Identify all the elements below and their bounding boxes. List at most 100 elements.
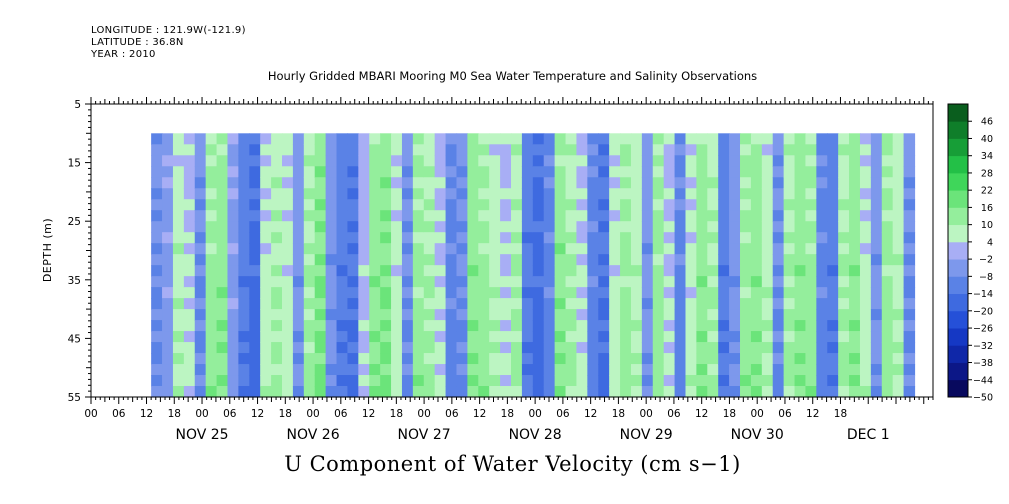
heatmap-cell [783,133,796,145]
heatmap-cell [423,210,436,222]
heatmap-cell [194,155,207,167]
heatmap-cell [445,199,458,211]
heatmap-cell [761,177,774,189]
heatmap-cell [412,133,425,145]
heatmap-cell [859,199,872,211]
heatmap-cell [761,375,774,387]
heatmap-cell [761,254,774,266]
heatmap-cell [521,276,534,288]
heatmap-cell [369,386,381,398]
heatmap-cell [434,166,447,178]
heatmap-cell [663,254,676,266]
heatmap-cell [521,386,534,398]
heatmap-cell [696,309,708,321]
heatmap-cell [238,155,250,167]
heatmap-cell [292,243,305,255]
heatmap-cell [827,353,839,365]
heatmap-cell [652,144,665,156]
heatmap-cell [271,309,283,321]
heatmap-cell [816,331,828,343]
heatmap-cell [423,364,436,376]
heatmap-cell [674,243,687,255]
heatmap-cell [183,309,196,321]
colorbar-swatch [948,310,968,329]
heatmap-cell [576,133,588,145]
heatmap-cell [445,276,458,288]
heatmap-cell [663,144,676,156]
colorbar-swatch [948,276,968,294]
heatmap-cell [827,386,839,398]
heatmap-cell [369,331,381,343]
heatmap-cell [260,221,272,233]
heatmap-cell [151,199,163,211]
heatmap-cell [500,254,512,266]
colorbar-label: 46 [981,117,993,128]
heatmap-cell [271,155,283,167]
x-tick-label: 18 [834,408,847,420]
heatmap-cell [380,342,392,354]
heatmap-cell [696,210,708,222]
heatmap-cell [456,243,468,255]
heatmap-cell [271,265,283,277]
heatmap-cell [718,144,730,156]
heatmap-cell [772,166,785,178]
heatmap-cell [456,177,468,189]
heatmap-cell [620,265,632,277]
heatmap-cell [216,386,229,398]
heatmap-cell [587,364,599,376]
heatmap-cell [423,276,436,288]
heatmap-cell [620,254,632,266]
heatmap-cell [172,276,185,288]
heatmap-cell [511,265,523,277]
heatmap-cell [314,133,327,145]
heatmap-cell [347,353,359,365]
heatmap-cell [183,364,196,376]
heatmap-cell [172,221,185,233]
heatmap-cell [881,342,894,354]
heatmap-cell [271,331,283,343]
heatmap-cell [532,276,545,288]
heatmap-cell [849,188,861,200]
heatmap-cell [750,298,763,310]
heatmap-cell [587,265,599,277]
heatmap-cell [194,133,207,145]
heatmap-cell [543,331,556,343]
heatmap-cell [249,199,261,211]
heatmap-cell [827,243,839,255]
heatmap-cell [881,210,894,222]
x-tick-label: 00 [84,408,97,420]
heatmap-cell [685,210,697,222]
heatmap-cell [358,232,370,244]
heatmap-cell [151,342,163,354]
heatmap-cell [271,144,283,156]
heatmap-cell [805,386,817,398]
heatmap-cell [816,375,828,387]
heatmap-cell [282,166,294,178]
heatmap-cell [183,287,196,299]
heatmap-cell [172,331,185,343]
heatmap-cell [401,309,414,321]
heatmap-cell [205,210,218,222]
heatmap-cell [478,221,490,233]
heatmap-cell [336,353,349,365]
heatmap-cell [282,353,294,365]
heatmap-cell [630,331,643,343]
heatmap-cell [358,331,370,343]
heatmap-cell [303,144,316,156]
heatmap-cell [467,221,479,233]
heatmap-cell [565,287,578,299]
heatmap-cell [314,265,327,277]
heatmap-cell [881,331,894,343]
heatmap-cell [521,210,534,222]
heatmap-cell [249,287,261,299]
heatmap-cell [456,375,468,387]
heatmap-cell [532,144,545,156]
heatmap-cell [620,232,632,244]
heatmap-cell [216,287,229,299]
heatmap-cell [641,331,654,343]
heatmap-cell [696,353,708,365]
heatmap-cell [685,133,697,145]
heatmap-cell [194,210,207,222]
heatmap-cell [227,375,239,387]
colorbar-swatch [948,328,968,346]
